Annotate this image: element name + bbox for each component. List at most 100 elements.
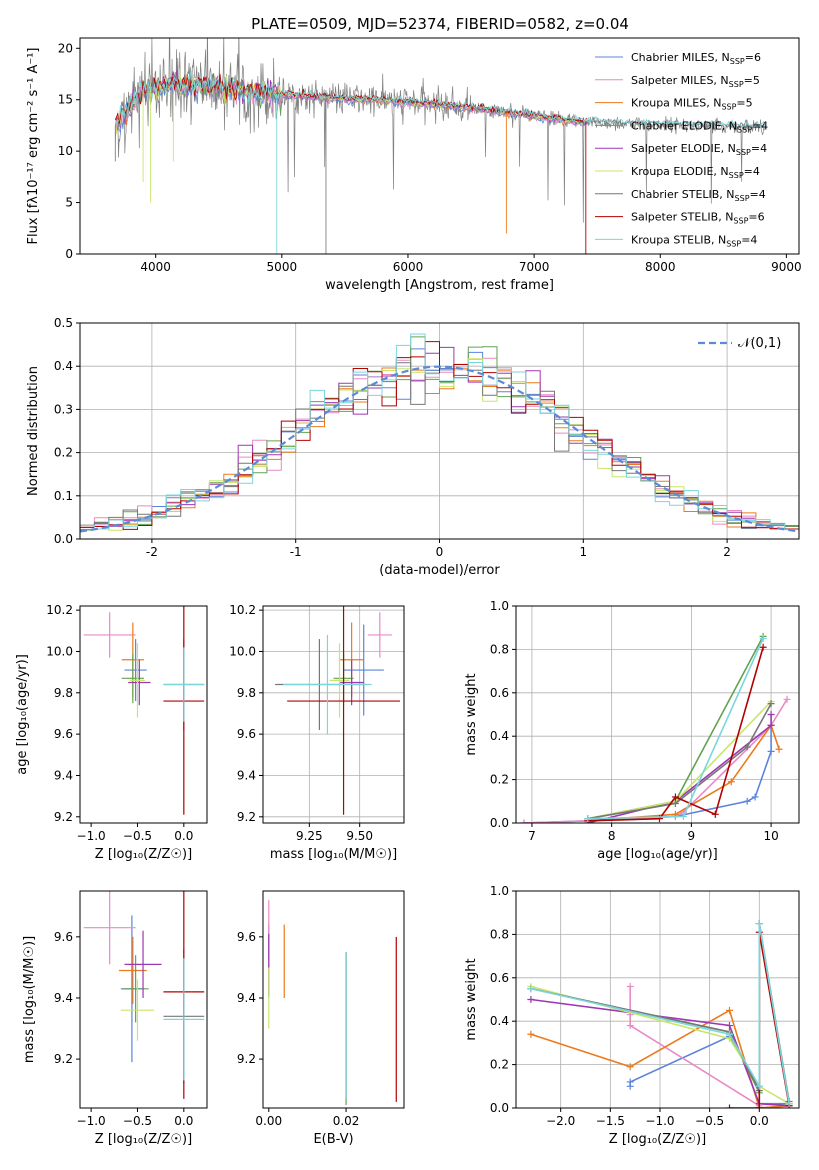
- x-tick-label: −0.5: [695, 1114, 724, 1128]
- y-tick-label: 9.4: [237, 768, 256, 782]
- axes-frame: [79, 37, 800, 255]
- errorbar-point-3: [118, 936, 147, 1005]
- x-tick-label: 9: [688, 829, 696, 843]
- y-tick-label: 9.6: [237, 727, 256, 741]
- errorbar-point-6: [329, 643, 350, 718]
- legend-label-8: Salpeter STELIB, NSSP=6: [631, 211, 765, 226]
- axes-frame: [515, 605, 800, 824]
- weight-marker: [775, 745, 783, 753]
- weight-marker: [671, 799, 679, 807]
- weight-marker: [743, 797, 751, 805]
- weight-marker: [725, 1030, 733, 1038]
- plot-area: [520, 632, 791, 823]
- errorbar-point-4: [121, 653, 144, 704]
- legend-label-9: Kroupa STELIB, NSSP=4: [631, 233, 757, 248]
- y-tick-label: 9.2: [237, 810, 256, 824]
- weight-marker: [785, 1100, 793, 1108]
- y-tick-label: 10: [58, 144, 73, 158]
- legend-label-3: Kroupa MILES, NSSP=5: [631, 97, 753, 112]
- y-axis-label: Flux [fλ10⁻¹⁷ erg cm⁻² s⁻¹ A⁻¹]: [26, 48, 41, 245]
- x-axis-label: age [log₁₀(age/yr)]: [597, 847, 718, 862]
- x-tick-label: −1.0: [645, 1114, 674, 1128]
- weight-marker: [679, 812, 687, 820]
- weight-marker: [626, 1022, 634, 1030]
- x-tick-label: -2: [146, 545, 158, 559]
- legend-label-5: Salpeter ELODIE, NSSP=4: [631, 142, 767, 157]
- weight-marker: [767, 700, 775, 708]
- x-tick-label: 0.02: [333, 1114, 360, 1128]
- y-tick-label: 0: [65, 247, 73, 261]
- x-tick-label: −1.5: [596, 1114, 625, 1128]
- legend-label-1: Chabrier MILES, NSSP=6: [631, 51, 761, 66]
- y-tick-label: 0.2: [490, 773, 509, 787]
- x-axis-label: mass [log₁₀(M/M☉)]: [270, 847, 397, 862]
- y-tick-label: 0.5: [54, 316, 73, 330]
- y-tick-label: 0.0: [54, 532, 73, 546]
- weight-marker: [527, 1030, 535, 1038]
- weight-marker: [626, 1063, 634, 1071]
- panel-residual-histogram: -2 -1 0 1 2 0.0 0.1 0.2 0.3 0.4 0.5 (data-model)/er…: [26, 316, 800, 578]
- y-tick-label: 9.6: [54, 930, 73, 944]
- weight-marker: [725, 1104, 733, 1108]
- x-tick-label: −0.5: [123, 829, 152, 843]
- x-tick-label: 2: [723, 545, 731, 559]
- weight-marker: [527, 996, 535, 1003]
- y-tick-label: 10.2: [46, 603, 73, 617]
- weight-marker: [727, 778, 735, 786]
- weight-marker: [755, 1104, 763, 1108]
- weight-marker: [711, 810, 719, 818]
- panel-mass-vs-EBV: 0.00 0.02 9.2 9.4 9.6 E(B-V): [237, 890, 405, 1147]
- panel-age-vs-Z: −1.0 −0.5 0.0 9.2 9.4 9.6 9.8 10.0 10.2 Z [log₁₀(…: [15, 603, 208, 862]
- weight-series-4: [587, 636, 764, 820]
- x-tick-label: 7000: [519, 260, 550, 274]
- errorbar-point-9: [163, 647, 205, 722]
- errorbar-point-5: [128, 659, 151, 706]
- x-tick-label: 8: [608, 829, 616, 843]
- y-tick-label: 0.0: [490, 1101, 509, 1115]
- legend: 𝒩(0,1): [698, 336, 781, 351]
- y-tick-label: 1.0: [490, 599, 509, 613]
- x-axis-label: (data-model)/error: [379, 563, 500, 578]
- plot-area: [275, 606, 400, 815]
- grid-lines: [263, 606, 404, 823]
- legend-label-2: Salpeter MILES, NSSP=5: [631, 74, 760, 89]
- errorbar-point-9: [283, 634, 372, 735]
- weight-series-2: [523, 698, 788, 823]
- plot-area: [80, 333, 799, 533]
- axes-frame: [79, 605, 208, 824]
- weight-marker: [725, 1022, 733, 1030]
- panel-age-vs-mass: 9.25 9.50 9.2 9.4 9.6 9.8 10.0 10.2 mass [log₁₀(…: [229, 603, 405, 862]
- x-tick-label: −1.0: [77, 1114, 106, 1128]
- histogram-series-8: [80, 341, 799, 530]
- y-tick-label: 9.2: [54, 810, 73, 824]
- plot-area: [268, 900, 397, 1105]
- y-axis-label: age [log₁₀(age/yr)]: [15, 654, 30, 775]
- x-tick-label: −0.5: [123, 1114, 152, 1128]
- plots: 4000 5000 6000 7000 8000 900005101520waveleng…: [15, 37, 802, 1147]
- x-tick-label: 0.0: [174, 829, 193, 843]
- plot-area: [114, 38, 766, 254]
- y-tick-label: 9.6: [237, 930, 256, 944]
- x-tick-label: 9000: [771, 260, 802, 274]
- legend-label-6: Kroupa ELODIE, NSSP=4: [631, 165, 760, 180]
- y-tick-label: 9.2: [237, 1052, 256, 1066]
- y-axis-label: mass weight: [464, 958, 479, 1040]
- weight-series-9: [587, 638, 764, 820]
- x-axis-label: Z [log₁₀(Z/Z☉)]: [95, 847, 192, 862]
- x-tick-label: 10: [763, 829, 778, 843]
- x-tick-label: 5000: [267, 260, 298, 274]
- weight-series-7: [587, 703, 772, 820]
- x-tick-label: 4000: [140, 260, 171, 274]
- axes-frame: [79, 890, 208, 1109]
- weight-marker: [725, 1006, 733, 1014]
- y-tick-label: 9.8: [54, 686, 73, 700]
- weight-marker: [584, 815, 592, 823]
- y-tick-label: 10.0: [229, 644, 256, 658]
- y-axis-label: Normed distribution: [26, 366, 41, 496]
- panel-spectrum: 4000 5000 6000 7000 8000 9000 0 5 10 15 20 waveleng…: [26, 37, 802, 293]
- y-tick-label: 20: [58, 41, 73, 55]
- x-axis-label: E(B-V): [313, 1132, 353, 1147]
- y-tick-label: 0.0: [490, 816, 509, 830]
- weight-marker: [759, 635, 767, 643]
